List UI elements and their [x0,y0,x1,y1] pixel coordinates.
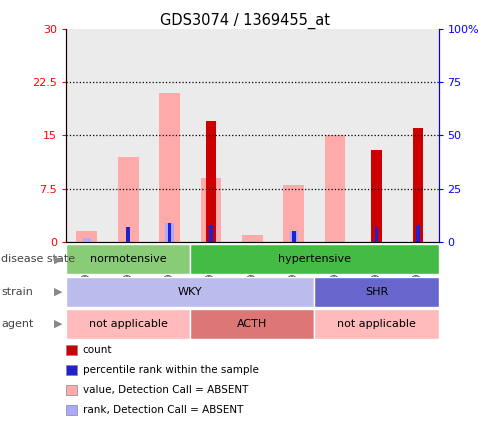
Bar [232,29,273,242]
Bar [325,135,345,242]
Text: GDS3074 / 1369455_at: GDS3074 / 1369455_at [160,12,330,28]
Bar [397,29,439,242]
Bar [76,231,97,242]
Text: not applicable: not applicable [337,319,416,329]
Bar [416,225,420,242]
Bar [190,29,232,242]
Bar [168,223,172,242]
Text: hypertensive: hypertensive [278,254,351,264]
Bar [290,231,298,242]
Bar [292,231,295,242]
Bar [149,29,190,242]
Text: ▶: ▶ [54,319,63,329]
Bar [159,93,180,242]
Text: WKY: WKY [178,287,202,297]
Text: strain: strain [1,287,33,297]
Bar [315,29,356,242]
Text: value, Detection Call = ABSENT: value, Detection Call = ABSENT [83,385,248,395]
Bar [242,235,263,242]
Text: ACTH: ACTH [237,319,268,329]
Bar [273,29,315,242]
Bar [206,121,216,242]
Text: ▶: ▶ [54,254,63,264]
Bar [371,150,382,242]
Text: not applicable: not applicable [89,319,168,329]
Bar [166,223,174,242]
Bar [413,128,423,242]
Bar [107,29,149,242]
Text: agent: agent [1,319,33,329]
Text: normotensive: normotensive [90,254,167,264]
Bar [375,227,378,242]
Bar [118,157,139,242]
Bar [126,227,130,242]
Text: percentile rank within the sample: percentile rank within the sample [83,365,259,375]
Bar [66,29,107,242]
Text: SHR: SHR [365,287,388,297]
Bar [83,238,91,242]
Bar [356,29,397,242]
Text: disease state: disease state [1,254,75,264]
Bar [283,185,304,242]
Text: rank, Detection Call = ABSENT: rank, Detection Call = ABSENT [83,405,243,415]
Text: count: count [83,345,112,355]
Text: ▶: ▶ [54,287,63,297]
Bar [209,225,213,242]
Bar [200,178,221,242]
